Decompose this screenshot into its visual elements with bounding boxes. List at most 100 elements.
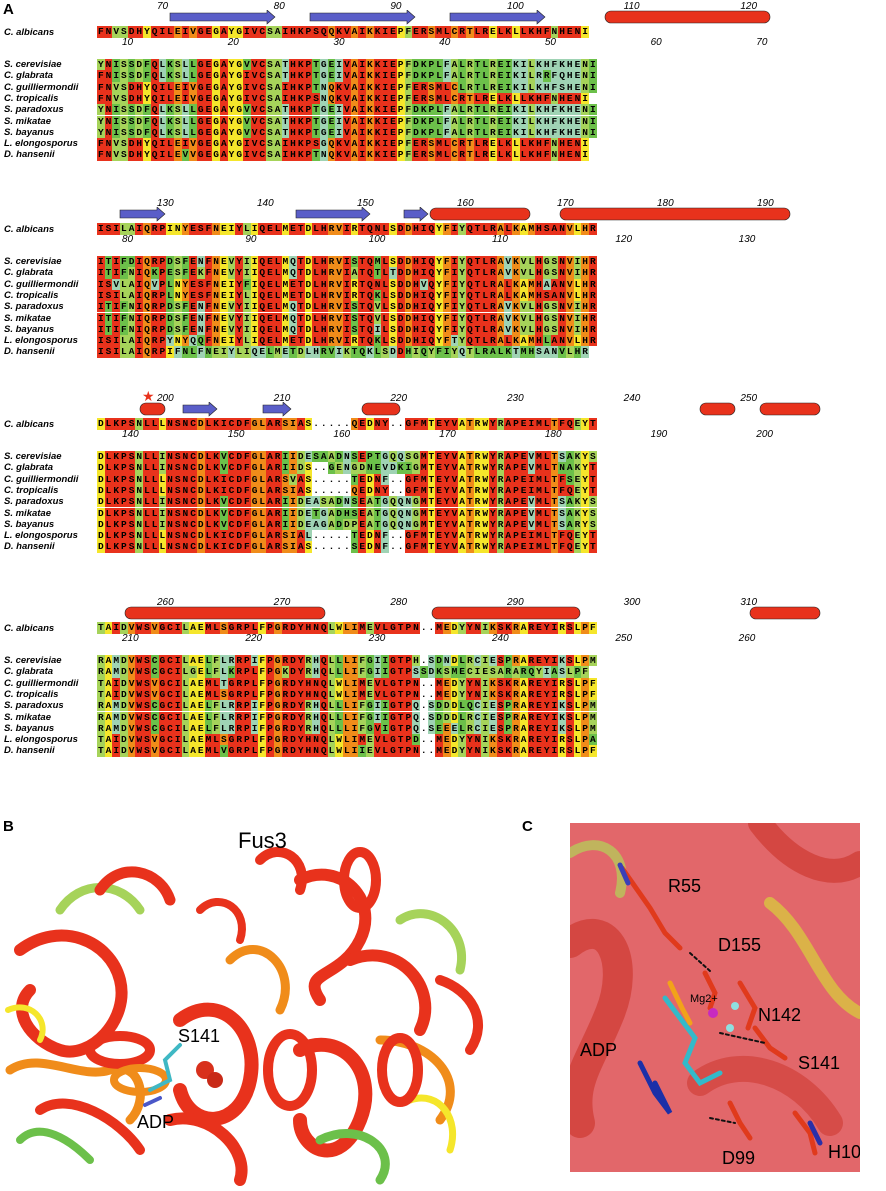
residue-cell: P bbox=[243, 745, 251, 757]
residue-cell: F bbox=[412, 418, 420, 430]
residue-cell: I bbox=[350, 655, 359, 667]
top-position-number: 130 bbox=[157, 198, 174, 209]
residue-cell: N bbox=[581, 115, 589, 127]
residue-cell: Y bbox=[442, 541, 451, 553]
residue-cell: D bbox=[289, 688, 297, 701]
residue-cell: G bbox=[227, 734, 236, 746]
residue-cell: G bbox=[319, 507, 328, 519]
panel-b-label: B bbox=[3, 818, 14, 835]
residue-cell: H bbox=[135, 81, 144, 93]
residue-cell: Y bbox=[181, 335, 190, 347]
top-position-number: 250 bbox=[740, 393, 758, 404]
residue-cell: Q bbox=[427, 301, 436, 313]
residue-cell: K bbox=[558, 655, 566, 667]
residue-cell: A bbox=[550, 335, 559, 347]
residue-cell: I bbox=[250, 323, 259, 336]
residue-cell: D bbox=[304, 301, 313, 313]
residue-cell: Y bbox=[489, 541, 497, 553]
residue-cell: C bbox=[150, 666, 159, 678]
residue-cell: A bbox=[565, 451, 574, 463]
residue-cell: C bbox=[450, 81, 459, 93]
residue-cell: H bbox=[135, 138, 144, 150]
residue-cell: K bbox=[366, 92, 374, 105]
residue-cell: I bbox=[97, 223, 105, 235]
residue-cell: L bbox=[166, 92, 174, 105]
residue-cell: H bbox=[573, 346, 582, 358]
residue-cell: E bbox=[220, 267, 228, 279]
residue-cell: L bbox=[327, 677, 336, 689]
residue-cell: V bbox=[112, 81, 121, 93]
residue-cell: E bbox=[258, 346, 267, 358]
residue-cell: P bbox=[243, 666, 251, 678]
residue-cell: L bbox=[204, 711, 213, 723]
residue-cell: Y bbox=[442, 518, 451, 531]
residue-cell: K bbox=[512, 81, 520, 93]
residue-cell: E bbox=[189, 223, 197, 235]
residue-cell: I bbox=[343, 312, 351, 324]
residue-cell: R bbox=[466, 722, 474, 735]
residue-cell: I bbox=[250, 312, 259, 324]
residue-cell: A bbox=[296, 530, 305, 542]
residue-cell: L bbox=[212, 622, 220, 634]
residue-cell: T bbox=[473, 70, 482, 82]
residue-cell: Q bbox=[150, 104, 159, 116]
residue-cell: S bbox=[427, 81, 436, 93]
residue-cell: K bbox=[558, 722, 566, 735]
residue-cell: C bbox=[189, 473, 197, 485]
residue-cell: W bbox=[335, 745, 343, 757]
residue-cell: I bbox=[573, 312, 582, 324]
residue-cell: E bbox=[220, 312, 228, 324]
beta-strand-arrow bbox=[295, 207, 371, 222]
residue-cell: P bbox=[350, 518, 359, 531]
label-s141: S141 bbox=[798, 1053, 841, 1073]
residue-cell: I bbox=[358, 92, 367, 105]
residue-cell: Q bbox=[143, 346, 151, 358]
residue-cell: H bbox=[135, 92, 144, 105]
residue-cell: Y bbox=[227, 126, 236, 139]
residue-cell: R bbox=[489, 289, 497, 302]
residue-cell: L bbox=[327, 745, 336, 757]
residue-cell: V bbox=[565, 301, 574, 313]
residue-cell: H bbox=[412, 335, 420, 347]
residue-cell: R bbox=[304, 700, 313, 712]
residue-cell: T bbox=[396, 700, 405, 712]
residue-cell: E bbox=[327, 59, 336, 71]
residue-cell: E bbox=[220, 223, 228, 235]
residue-cell: K bbox=[558, 59, 566, 71]
residue-cell: N bbox=[412, 688, 420, 701]
residue-cell: H bbox=[412, 655, 420, 667]
residue-cell: E bbox=[289, 289, 297, 302]
residue-cell: I bbox=[289, 496, 297, 508]
residue-cell: F bbox=[243, 530, 251, 542]
top-position-number: 230 bbox=[507, 393, 524, 404]
residue-cell: S bbox=[266, 92, 274, 105]
residue-cell: V bbox=[450, 473, 459, 485]
residue-cell: S bbox=[389, 335, 397, 347]
residue-cell: A bbox=[104, 677, 113, 689]
residue-cell: W bbox=[481, 473, 490, 485]
residue-cell: A bbox=[189, 722, 197, 735]
species-label: D. hansenii bbox=[4, 745, 55, 757]
residue-cell: A bbox=[220, 59, 228, 71]
residue-cell: L bbox=[181, 700, 190, 712]
residue-cell: I bbox=[573, 301, 582, 313]
residue-cell: L bbox=[458, 711, 466, 723]
residue-cell: A bbox=[550, 666, 559, 678]
residue-cell: R bbox=[589, 289, 597, 302]
residue-cell: A bbox=[273, 115, 282, 127]
residue-cell: I bbox=[97, 289, 105, 302]
residue-cell: A bbox=[450, 70, 459, 82]
residue-cell: . bbox=[396, 418, 405, 430]
s141-label: S141 bbox=[178, 1026, 221, 1046]
residue-cell: A bbox=[496, 335, 505, 347]
residue-cell: L bbox=[343, 666, 351, 678]
residue-cell: Y bbox=[296, 677, 305, 689]
residue-cell: K bbox=[296, 138, 305, 150]
residue-cell: T bbox=[427, 507, 436, 519]
residue-cell: Q bbox=[150, 138, 159, 150]
residue-cell: G bbox=[273, 688, 282, 701]
residue-cell: L bbox=[481, 301, 490, 313]
bottom-position-number: 20 bbox=[227, 37, 239, 48]
